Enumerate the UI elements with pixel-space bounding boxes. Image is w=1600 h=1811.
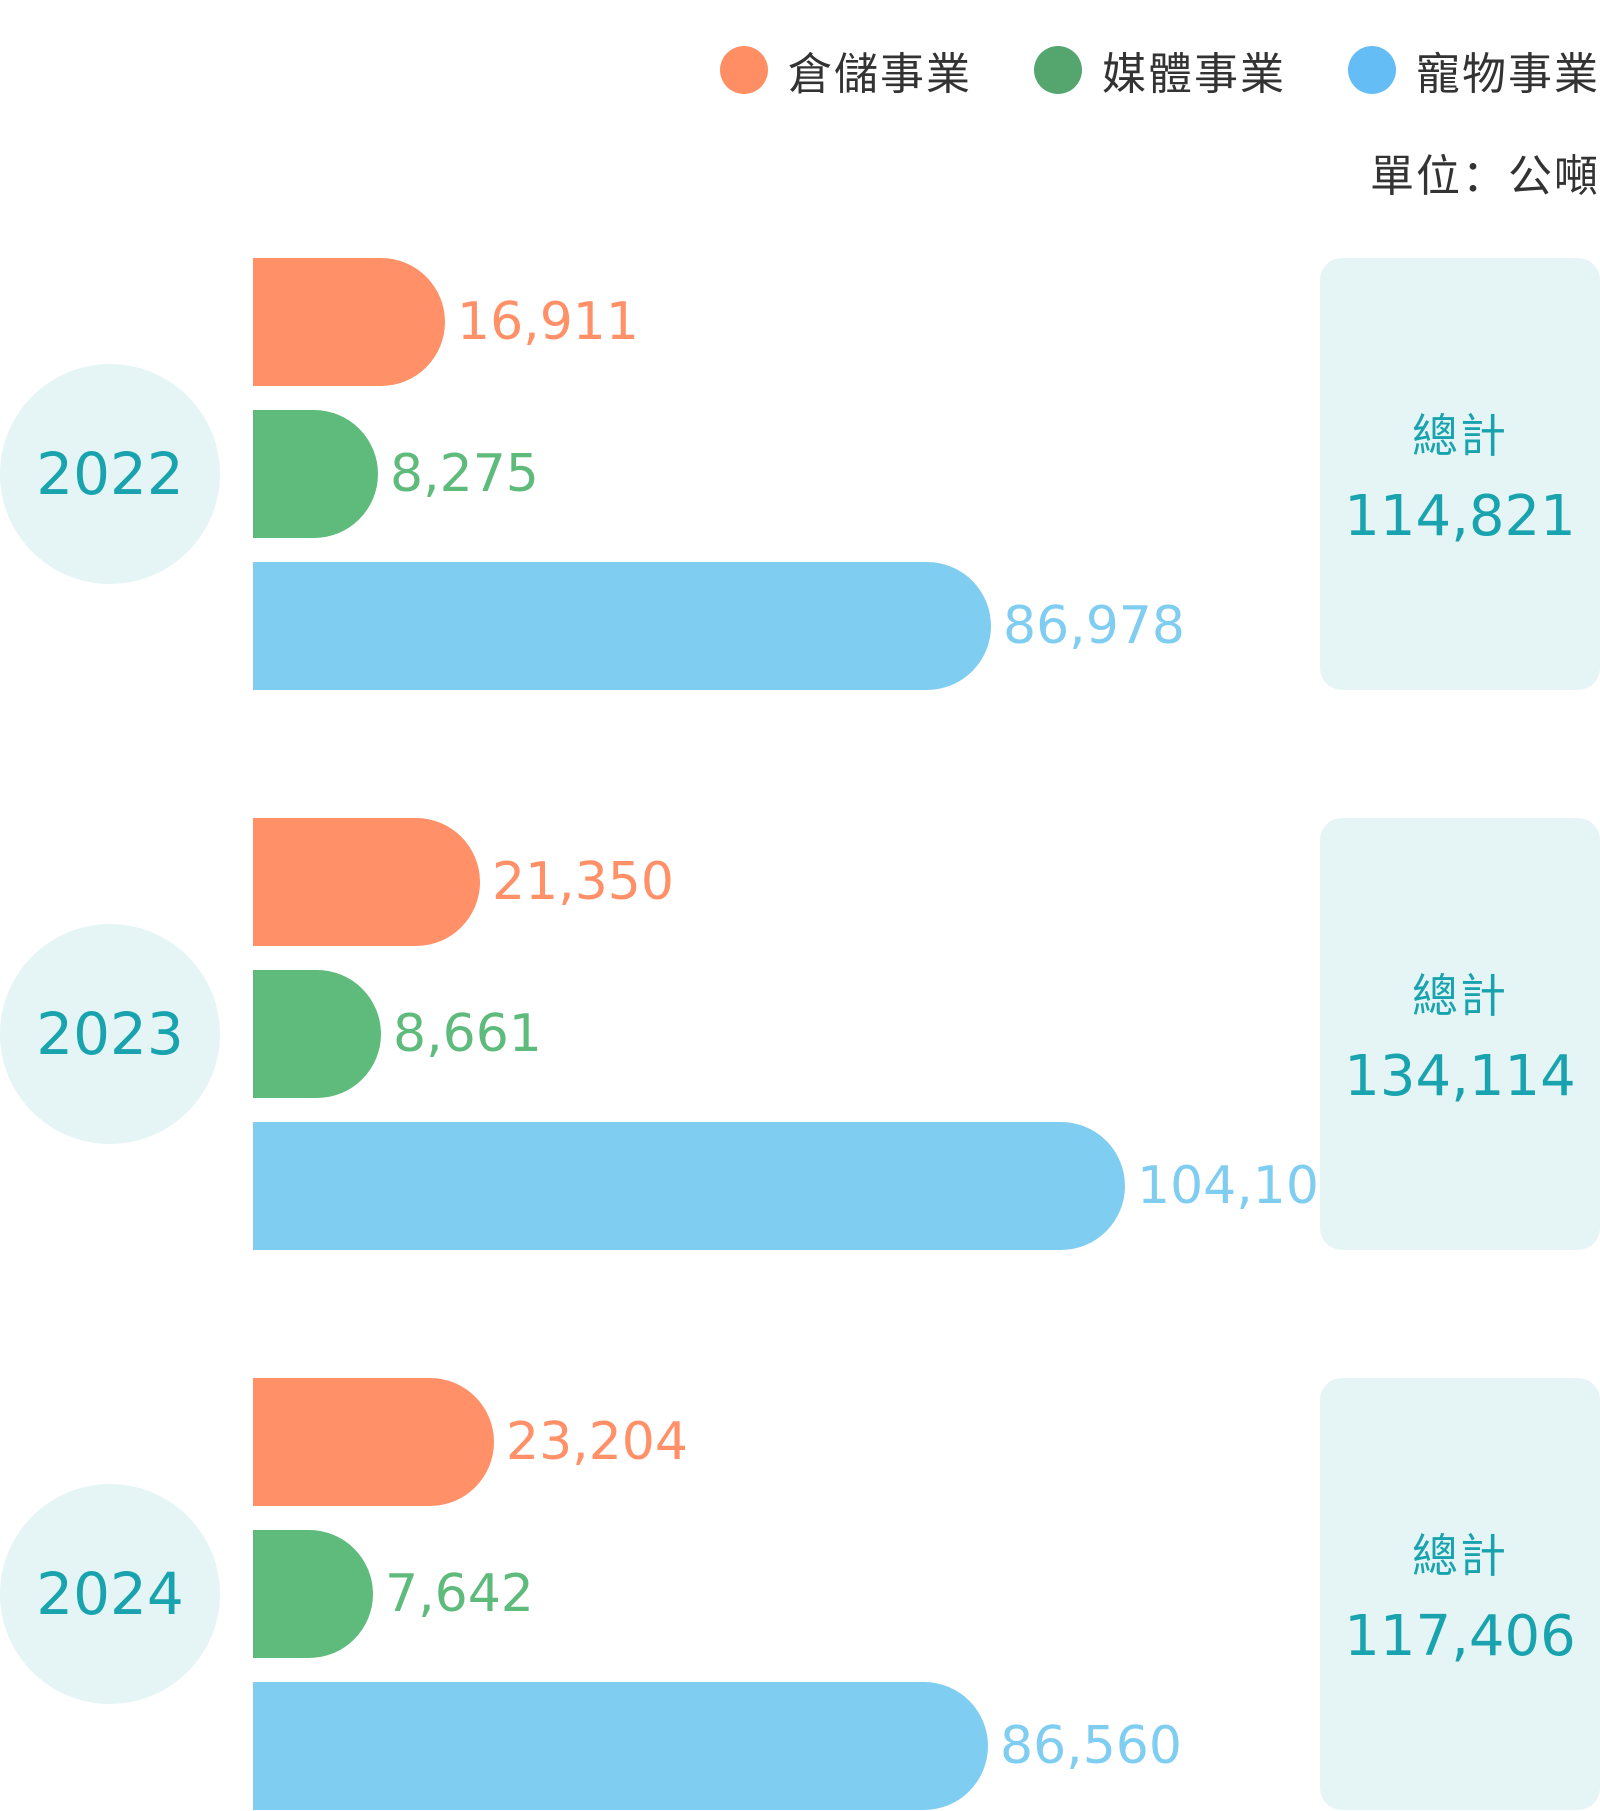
bar-value-label: 104,103: [1137, 1156, 1353, 1216]
bar-value-label: 86,560: [1000, 1716, 1182, 1776]
bar-2024-2: [253, 1682, 988, 1810]
legend: 倉儲事業 媒體事業 寵物事業: [720, 38, 1600, 102]
bar-2023-2: [253, 1122, 1125, 1250]
bar-2022-0: [253, 258, 445, 386]
total-box: 總計 134,114: [1320, 818, 1600, 1250]
bar-value-label: 16,911: [457, 292, 639, 352]
bar-value-label: 7,642: [385, 1564, 534, 1624]
total-label: 總計: [1412, 1528, 1508, 1583]
year-label: 2023: [0, 924, 220, 1144]
bar-value-label: 8,275: [390, 444, 539, 504]
legend-label-2: 寵物事業: [1416, 49, 1600, 100]
bar-2024-1: [253, 1530, 373, 1658]
legend-dot-1: [1034, 46, 1082, 94]
bar-2022-2: [253, 562, 991, 690]
bar-2023-1: [253, 970, 381, 1098]
total-value: 134,114: [1344, 1043, 1576, 1109]
legend-item-0: 倉儲事業: [720, 38, 972, 102]
legend-item-2: 寵物事業: [1348, 38, 1600, 102]
total-box: 總計 117,406: [1320, 1378, 1600, 1810]
bar-2023-0: [253, 818, 480, 946]
bar-value-label: 8,661: [393, 1004, 542, 1064]
total-label: 總計: [1412, 968, 1508, 1023]
total-box: 總計 114,821: [1320, 258, 1600, 690]
legend-dot-0: [720, 46, 768, 94]
legend-label-0: 倉儲事業: [788, 49, 972, 100]
total-value: 114,821: [1344, 483, 1576, 549]
year-group-2022: 2022 16,911 8,275 86,978 總計 114,821: [0, 258, 1600, 690]
legend-dot-2: [1348, 46, 1396, 94]
bar-value-label: 21,350: [492, 852, 674, 912]
bar-value-label: 86,978: [1003, 596, 1185, 656]
year-label: 2022: [0, 364, 220, 584]
year-label: 2024: [0, 1484, 220, 1704]
bar-2022-1: [253, 410, 378, 538]
legend-item-1: 媒體事業: [1034, 38, 1286, 102]
total-label: 總計: [1412, 408, 1508, 463]
year-group-2023: 2023 21,350 8,661 104,103 總計 134,114: [0, 818, 1600, 1250]
year-group-2024: 2024 23,204 7,642 86,560 總計 117,406: [0, 1378, 1600, 1810]
legend-label-1: 媒體事業: [1102, 49, 1286, 100]
total-value: 117,406: [1344, 1603, 1576, 1669]
bar-2024-0: [253, 1378, 494, 1506]
bar-value-label: 23,204: [506, 1412, 688, 1472]
unit-label: 單位：公噸: [1370, 151, 1600, 202]
